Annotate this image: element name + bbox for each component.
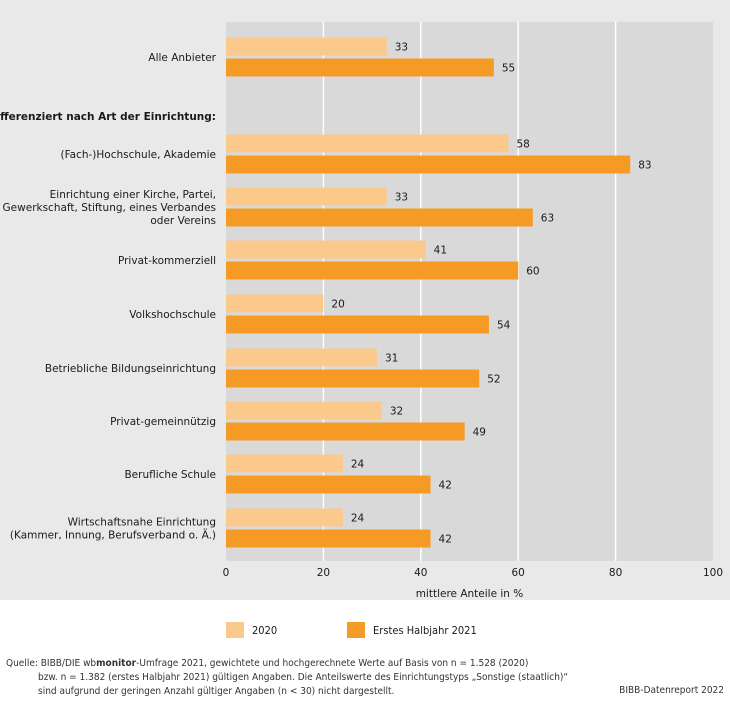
bar-2021-5 [226, 369, 480, 388]
category-label-6-0: Privat-gemeinnützig [110, 416, 216, 428]
value-label-2020-4: 20 [331, 299, 344, 311]
category-label-8-1: (Kammer, Innung, Berufsverband o. Ä.) [10, 529, 216, 542]
value-label-2021-6: 49 [473, 427, 486, 439]
bar-chart: 33 55 Alle Anbieter 58 83 (Fach-)Hochschule, … [0, 22, 723, 600]
value-label-2021-0: 55 [502, 63, 515, 75]
value-label-2021-5: 52 [487, 374, 500, 386]
bar-2020-0 [226, 37, 387, 56]
category-label-1-0: (Fach-)Hochschule, Akademie [60, 149, 216, 161]
x-tick-label-0: 0 [223, 567, 230, 579]
value-label-2020-7: 24 [351, 459, 365, 471]
legend-swatch-2020 [226, 622, 244, 638]
bar-2021-1 [226, 155, 631, 174]
bar-2021-3 [226, 261, 519, 280]
bar-2020-4 [226, 294, 324, 313]
category-label-4-0: Volkshochschule [129, 309, 216, 321]
bar-2021-8 [226, 529, 431, 548]
bar-2021-4 [226, 315, 489, 334]
category-label-2-1: Gewerkschaft, Stiftung, eines Verbandes [3, 202, 216, 214]
bar-2021-7 [226, 475, 431, 494]
category-label-8-0: Wirtschaftsnahe Einrichtung [68, 517, 216, 529]
value-label-2020-5: 31 [385, 353, 398, 365]
legend-item-2020: 2020 [226, 622, 277, 638]
x-axis-title: mittlere Anteile in % [416, 588, 524, 600]
section-heading: Differenziert nach Art der Einrichtung: [0, 111, 216, 123]
legend-label-2021: Erstes Halbjahr 2021 [373, 623, 477, 637]
source-bold: monitor [96, 658, 137, 669]
legend-swatch-2021 [347, 622, 365, 638]
category-label-7-0: Berufliche Schule [124, 469, 216, 481]
source-line-1: Quelle: BIBB/DIE wbmonitor-Umfrage 2021,… [6, 657, 726, 671]
bar-2020-2 [226, 187, 387, 206]
bar-2020-6 [226, 401, 382, 420]
value-label-2020-1: 58 [516, 139, 529, 151]
category-label-2-0: Einrichtung einer Kirche, Partei, [50, 189, 216, 201]
value-label-2021-3: 60 [526, 266, 539, 278]
x-tick-label-40: 40 [414, 567, 427, 579]
credit-label: BIBB-Datenreport 2022 [619, 685, 724, 696]
bar-2020-8 [226, 508, 343, 527]
bar-2020-7 [226, 454, 343, 473]
bar-2021-0 [226, 58, 494, 77]
legend: 2020 Erstes Halbjahr 2021 [0, 622, 730, 642]
category-label-0-0: Alle Anbieter [148, 52, 216, 64]
category-label-5-0: Betriebliche Bildungseinrichtung [45, 363, 216, 375]
bar-2020-3 [226, 240, 426, 259]
category-label-2-2: oder Vereins [150, 215, 216, 227]
value-label-2021-4: 54 [497, 320, 511, 332]
bar-2021-6 [226, 422, 465, 441]
source-line-2: bzw. n = 1.382 (erstes Halbjahr 2021) gü… [38, 672, 569, 683]
value-label-2021-8: 42 [439, 534, 452, 546]
value-label-2020-6: 32 [390, 406, 403, 418]
value-label-2021-1: 83 [638, 160, 651, 172]
x-tick-label-60: 60 [512, 567, 525, 579]
source-prefix: Quelle: BIBB/DIE wb [6, 658, 97, 669]
source-rest: -Umfrage 2021, gewichtete und hochgerech… [136, 658, 529, 669]
bar-2021-2 [226, 208, 533, 227]
x-tick-label-20: 20 [317, 567, 330, 579]
legend-item-2021: Erstes Halbjahr 2021 [347, 622, 477, 638]
bar-2020-5 [226, 348, 377, 367]
bar-2020-1 [226, 134, 509, 153]
x-tick-label-100: 100 [703, 567, 723, 579]
legend-label-2020: 2020 [252, 623, 278, 637]
source-line-3: sind aufgrund der geringen Anzahl gültig… [38, 686, 395, 697]
value-label-2020-8: 24 [351, 513, 365, 525]
x-tick-label-80: 80 [609, 567, 622, 579]
value-label-2020-3: 41 [434, 245, 447, 257]
value-label-2020-2: 33 [395, 192, 408, 204]
source-note: Quelle: BIBB/DIE wbmonitor-Umfrage 2021,… [6, 657, 726, 699]
value-label-2021-7: 42 [439, 480, 452, 492]
value-label-2021-2: 63 [541, 213, 554, 225]
value-label-2020-0: 33 [395, 42, 408, 54]
category-label-3-0: Privat-kommerziell [118, 255, 216, 267]
